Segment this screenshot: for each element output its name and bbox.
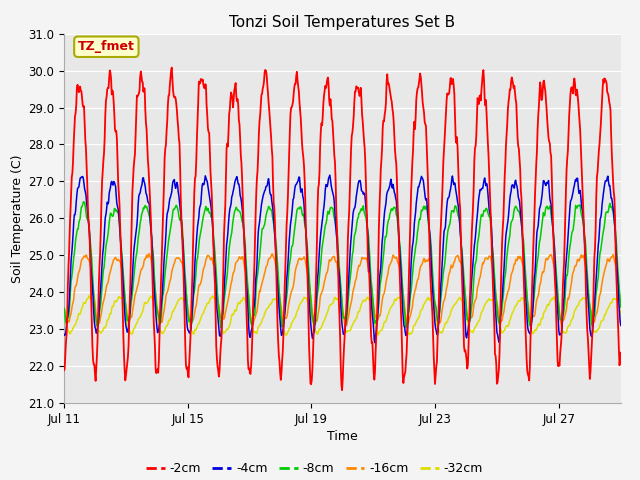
-32cm xyxy=(511,304,519,310)
-2cm xyxy=(60,367,68,373)
-4cm xyxy=(377,264,385,270)
-8cm xyxy=(192,275,200,281)
-2cm xyxy=(617,350,625,356)
Line: -4cm: -4cm xyxy=(64,175,621,343)
-32cm xyxy=(85,293,93,299)
-4cm xyxy=(80,180,88,186)
-4cm xyxy=(60,332,68,337)
-32cm xyxy=(60,312,68,318)
-4cm xyxy=(511,179,519,184)
-8cm xyxy=(80,199,88,204)
-8cm xyxy=(60,305,68,311)
-2cm xyxy=(192,173,200,179)
-4cm xyxy=(191,258,199,264)
-16cm xyxy=(377,309,385,314)
-2cm xyxy=(80,103,88,109)
X-axis label: Time: Time xyxy=(327,430,358,443)
-4cm xyxy=(371,340,379,346)
-32cm xyxy=(294,308,301,313)
-32cm xyxy=(617,312,625,317)
-2cm xyxy=(293,69,301,75)
Title: Tonzi Soil Temperatures Set B: Tonzi Soil Temperatures Set B xyxy=(229,15,456,30)
-4cm xyxy=(326,172,333,178)
Line: -2cm: -2cm xyxy=(64,68,621,390)
-8cm xyxy=(294,206,301,212)
-2cm xyxy=(168,65,175,71)
-16cm xyxy=(511,261,519,267)
-16cm xyxy=(192,304,200,310)
-16cm xyxy=(617,298,625,304)
-8cm xyxy=(264,206,272,212)
-16cm xyxy=(145,251,153,256)
Line: -32cm: -32cm xyxy=(64,296,621,335)
-16cm xyxy=(264,262,271,268)
-2cm xyxy=(511,90,519,96)
-8cm xyxy=(377,278,385,284)
-32cm xyxy=(264,306,271,312)
-32cm xyxy=(192,327,200,333)
-4cm xyxy=(263,183,271,189)
-16cm xyxy=(293,262,301,268)
Y-axis label: Soil Temperature (C): Soil Temperature (C) xyxy=(11,154,24,283)
-32cm xyxy=(283,332,291,338)
-32cm xyxy=(80,300,88,305)
Text: TZ_fmet: TZ_fmet xyxy=(78,40,135,53)
-16cm xyxy=(60,304,68,310)
Line: -16cm: -16cm xyxy=(64,253,621,325)
-32cm xyxy=(377,327,385,333)
-2cm xyxy=(264,81,271,87)
-8cm xyxy=(81,200,88,206)
-8cm xyxy=(217,324,225,330)
-16cm xyxy=(343,323,351,328)
Line: -8cm: -8cm xyxy=(64,202,621,327)
-8cm xyxy=(511,205,519,211)
-8cm xyxy=(617,304,625,310)
-4cm xyxy=(617,323,625,328)
Legend: -2cm, -4cm, -8cm, -16cm, -32cm: -2cm, -4cm, -8cm, -16cm, -32cm xyxy=(141,457,488,480)
-2cm xyxy=(377,166,385,172)
-2cm xyxy=(338,387,346,393)
-4cm xyxy=(292,181,300,187)
-16cm xyxy=(80,253,88,259)
